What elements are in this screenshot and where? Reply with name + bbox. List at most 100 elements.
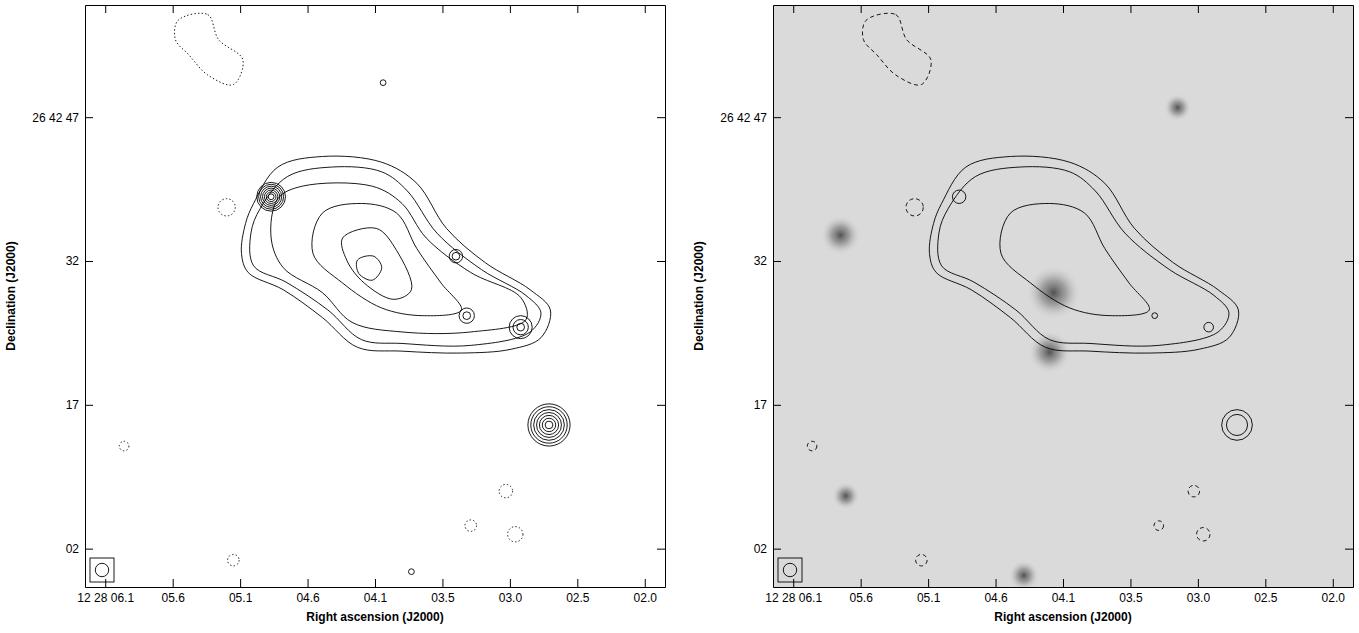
tick-mark xyxy=(645,5,646,13)
tick xyxy=(1345,405,1353,406)
tick: 02 xyxy=(66,542,93,556)
tick-mark xyxy=(510,579,511,587)
tick-mark xyxy=(240,579,241,587)
axis-line xyxy=(665,6,666,588)
tick-mark xyxy=(657,405,665,406)
tick xyxy=(442,5,443,13)
tick-mark xyxy=(308,579,309,587)
contour-ring xyxy=(268,194,274,200)
beam xyxy=(783,563,796,576)
contour-ring xyxy=(499,484,512,497)
tick-mark xyxy=(1345,405,1353,406)
plot-area xyxy=(773,5,1353,587)
tick xyxy=(577,5,578,13)
tick-mark xyxy=(793,5,794,13)
tick-mark xyxy=(645,579,646,587)
tick: 17 xyxy=(66,398,93,412)
contour xyxy=(312,203,462,315)
tick-mark xyxy=(1345,261,1353,262)
panel: 12 28 06.105.605.104.604.103.503.002.502… xyxy=(692,5,1353,624)
tick-mark xyxy=(1345,117,1353,118)
tick xyxy=(645,5,646,13)
axis-line xyxy=(774,587,1354,588)
contour xyxy=(356,256,381,281)
contour-ring xyxy=(508,527,523,542)
figure: 12 28 06.1 05.6 05.1 04.6 04.1 03.5 03.0 02.5 02… xyxy=(0,0,1359,633)
contour xyxy=(250,167,541,346)
tick-mark xyxy=(773,405,781,406)
contour-ring xyxy=(513,319,528,334)
axis-line xyxy=(773,6,774,588)
y-axis-right xyxy=(1345,6,1354,588)
tick-mark xyxy=(861,5,862,13)
tick: 02.0 xyxy=(1322,579,1346,605)
tick-label: 17 xyxy=(754,398,768,412)
tick-mark xyxy=(577,579,578,587)
tick xyxy=(375,5,376,13)
tick: 02.5 xyxy=(566,579,590,605)
tick-mark xyxy=(1063,5,1064,13)
tick: 17 xyxy=(754,398,781,412)
tick xyxy=(657,117,665,118)
contour-ring xyxy=(1222,410,1253,441)
image-source xyxy=(832,482,860,510)
contour-ring xyxy=(459,308,474,323)
tick xyxy=(928,5,929,13)
image-source xyxy=(820,215,860,255)
tick-label: 12 28 06.1 xyxy=(77,591,134,605)
image-background xyxy=(773,5,1353,587)
tick-mark xyxy=(773,117,781,118)
y-axis: 26 42 47321702 xyxy=(32,6,93,588)
tick-mark xyxy=(1345,549,1353,550)
contour-ring xyxy=(380,80,386,86)
image-source xyxy=(1009,560,1040,587)
tick xyxy=(105,5,106,13)
tick: 04.1 xyxy=(364,579,388,605)
tick-mark xyxy=(657,261,665,262)
contour-ring xyxy=(218,199,235,216)
tick: 03.5 xyxy=(431,579,455,605)
tick-label: 05.1 xyxy=(917,591,941,605)
tick-mark xyxy=(773,261,781,262)
tick-label: 03.0 xyxy=(1187,591,1211,605)
tick xyxy=(1345,261,1353,262)
tick: 05.1 xyxy=(917,579,941,605)
tick-label: 02.0 xyxy=(1322,591,1346,605)
contour-ring xyxy=(534,410,565,441)
tick-label: 05.1 xyxy=(229,591,253,605)
tick-mark xyxy=(85,117,93,118)
x-axis-top xyxy=(774,5,1354,13)
y-axis-title: Declination (J2000) xyxy=(692,241,706,350)
tick xyxy=(657,405,665,406)
contour-ring xyxy=(463,312,471,320)
tick: 04.6 xyxy=(296,579,320,605)
contour-ring xyxy=(261,186,282,207)
contour-ring xyxy=(1197,528,1210,541)
y-axis-title: Declination (J2000) xyxy=(4,241,18,350)
tick-label: 04.1 xyxy=(364,591,388,605)
tick-label: 04.6 xyxy=(984,591,1008,605)
contour-ring xyxy=(119,441,129,451)
contour-ring xyxy=(807,441,817,451)
tick xyxy=(1345,117,1353,118)
contour-ring xyxy=(1152,313,1158,319)
tick-mark xyxy=(996,5,997,13)
tick-mark xyxy=(105,579,106,587)
tick-label: 03.5 xyxy=(431,591,455,605)
contour xyxy=(1000,203,1150,315)
tick-mark xyxy=(240,5,241,13)
image-source xyxy=(1028,331,1071,374)
contour-ring xyxy=(257,182,286,211)
chart-root: 12 28 06.1 05.6 05.1 04.6 04.1 03.5 03.0 02.5 02… xyxy=(0,0,1359,633)
tick: 32 xyxy=(754,254,781,268)
tick-label: 17 xyxy=(66,398,80,412)
beam-box xyxy=(778,558,802,582)
tick: 03.0 xyxy=(1187,579,1211,605)
tick xyxy=(1265,5,1266,13)
tick: 04.1 xyxy=(1052,579,1076,605)
tick-mark xyxy=(1198,579,1199,587)
contour-ring xyxy=(266,192,276,202)
tick xyxy=(1345,549,1353,550)
tick-label: 05.6 xyxy=(161,591,185,605)
tick-label: 04.6 xyxy=(296,591,320,605)
